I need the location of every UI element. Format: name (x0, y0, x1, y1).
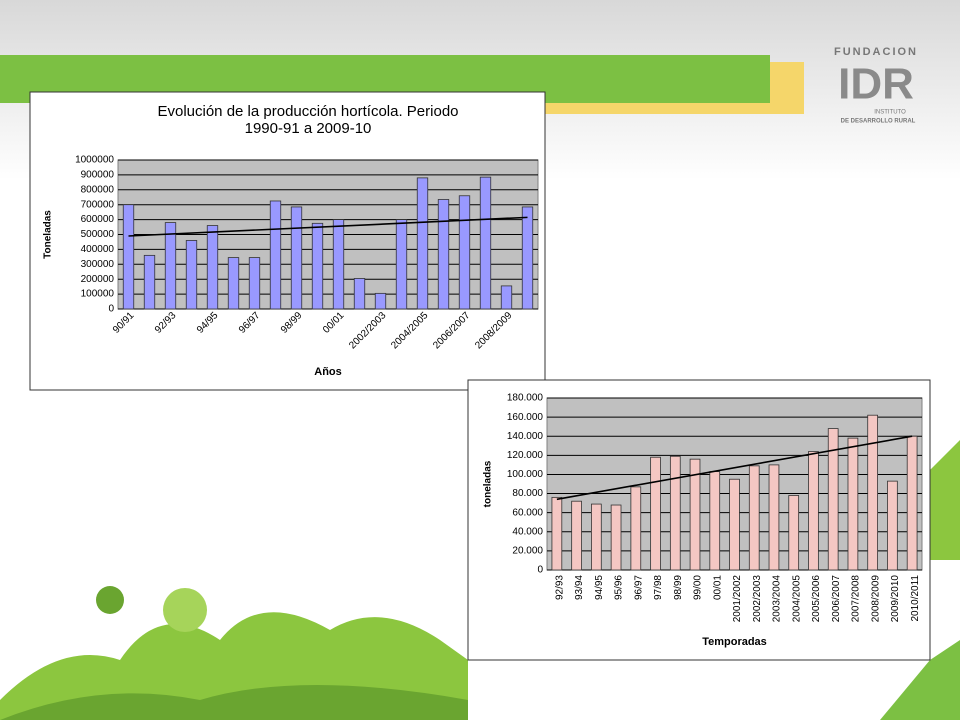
bar (689, 458, 701, 571)
y-tick-label: 400000 (81, 244, 115, 255)
y-tick-label: 500000 (81, 229, 115, 240)
x-tick-label: 2005/2006 (811, 575, 822, 623)
bar (122, 204, 135, 310)
y-tick-label: 100.000 (507, 469, 544, 480)
y-tick-label: 800000 (81, 184, 115, 195)
y-tick-label: 180.000 (507, 393, 544, 404)
bar (847, 437, 859, 571)
x-tick-label: 2001/2002 (732, 575, 743, 623)
x-tick-label: 2006/2007 (831, 575, 842, 623)
y-tick-label: 140.000 (507, 431, 544, 442)
x-tick-label: 00/01 (712, 575, 723, 600)
bar (374, 292, 387, 310)
trend-line (128, 216, 528, 237)
bar (521, 206, 534, 310)
x-tick-label: 96/97 (633, 575, 644, 600)
bar (669, 455, 681, 571)
bar (227, 257, 240, 310)
bar (748, 465, 760, 571)
bar (206, 225, 219, 310)
y-tick-label: 600000 (81, 214, 115, 225)
y-tick-label: 60.000 (512, 507, 543, 518)
y-tick-label: 0 (537, 565, 543, 576)
x-tick-label: 2003/2004 (772, 575, 783, 623)
x-axis-label: Temporadas (702, 636, 767, 648)
x-tick-label: 2007/2008 (851, 575, 862, 623)
bar (353, 278, 366, 310)
chart-title: Evolución de la producción hortícola. Pe… (157, 103, 458, 137)
chart: 0 20.000 40.000 60.000 80.000 100.000 120.000 1… (467, 379, 931, 661)
y-tick-label: 120.000 (507, 450, 544, 461)
y-tick-label: 200000 (81, 274, 115, 285)
bar (867, 414, 878, 571)
bar (332, 219, 345, 310)
x-tick-label: 2004/2005 (791, 575, 802, 623)
bar (248, 257, 261, 310)
y-tick-label: 40.000 (512, 526, 543, 537)
x-tick-label: 95/96 (614, 575, 625, 600)
y-tick-label: 300000 (81, 259, 115, 270)
x-tick-label: 97/98 (653, 575, 664, 600)
x-tick-label: 92/93 (555, 575, 566, 600)
y-tick-label: 20.000 (512, 546, 543, 557)
logo-mark: IDR (838, 60, 914, 109)
y-tick-label: 160.000 (507, 412, 544, 423)
logo: FUNDACION IDR INSTITUTO DE DESARROLLO RU… (834, 46, 918, 125)
logo-top: FUNDACION (834, 46, 918, 58)
bar (143, 254, 156, 310)
bar (500, 285, 513, 310)
bar (458, 195, 471, 310)
bar (709, 471, 721, 571)
bar (437, 199, 450, 310)
logo-line2: DE DESARROLLO RURAL (841, 119, 916, 125)
y-tick-label: 100000 (81, 289, 115, 300)
bar (571, 500, 582, 571)
y-tick-label: 900000 (81, 170, 115, 181)
x-tick-label: 2010/2011 (910, 575, 921, 622)
bar (479, 176, 492, 310)
bar (185, 240, 198, 310)
x-tick-label: 2008/2009 (870, 575, 881, 623)
bar (395, 219, 408, 310)
bar (650, 456, 661, 571)
logo-line1: INSTITUTO (874, 110, 906, 116)
y-tick-label: 80.000 (512, 488, 543, 499)
title-line: Evolución de la producción hortícola. Pe… (157, 103, 458, 120)
x-axis-label: Años (314, 366, 342, 378)
x-tick-label: 99/00 (693, 575, 704, 600)
bar (906, 435, 918, 571)
bar (768, 464, 780, 571)
bar (808, 451, 819, 571)
y-tick-label: 0 (108, 304, 114, 315)
bar (591, 503, 602, 571)
bar (551, 496, 563, 571)
bar (164, 222, 177, 310)
x-tick-label: 94/95 (594, 575, 605, 600)
bar (290, 206, 303, 310)
x-tick-label: 98/99 (673, 575, 684, 600)
chart: Evolución de la producción hortícola. Pe… (29, 91, 546, 391)
bar (827, 428, 839, 571)
y-tick-label: 1000000 (75, 155, 114, 166)
bar (729, 478, 740, 571)
bar (887, 480, 898, 571)
trend-line (556, 435, 913, 501)
bar (416, 177, 429, 310)
x-tick-label: 93/94 (574, 575, 585, 600)
bar (311, 222, 324, 310)
x-tick-label: 2002/2003 (752, 575, 763, 623)
title-line: 1990-91 a 2009-10 (245, 120, 372, 137)
bar (610, 504, 622, 571)
x-tick-label: 2009/2010 (890, 575, 901, 623)
bar (269, 200, 282, 310)
y-tick-label: 700000 (81, 199, 115, 210)
foliage (0, 440, 960, 720)
y-axis-label: Toneladas (43, 210, 54, 259)
bar (630, 486, 642, 571)
y-axis-label: toneladas (483, 460, 494, 507)
bar (788, 495, 800, 571)
